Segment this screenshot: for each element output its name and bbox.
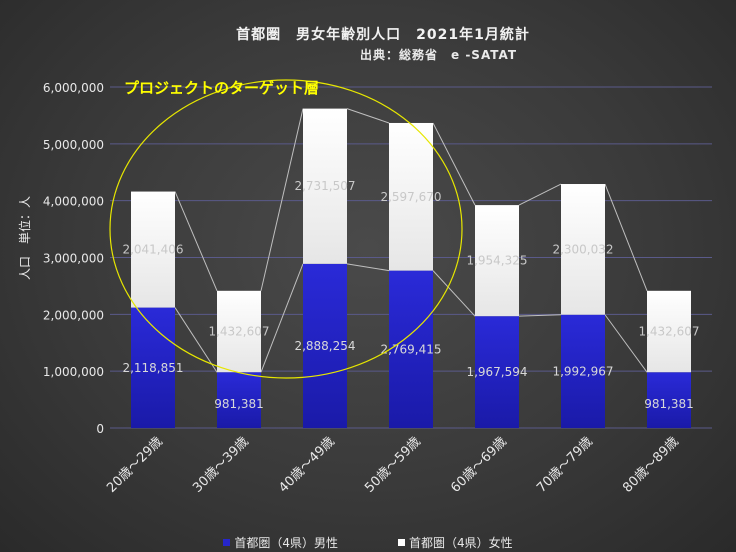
data-label-male: 981,381 <box>214 397 264 411</box>
target-annotation: プロジェクトのターゲット層 <box>124 79 320 97</box>
y-tick-label: 2,000,000 <box>43 308 104 322</box>
bar-female <box>561 184 605 315</box>
data-label-male: 2,118,851 <box>122 361 183 375</box>
chart-title-block: 首都圏 男女年齢別人口 2021年1月統計 出典：総務省 e -SATAT <box>0 24 736 62</box>
x-axis-ticks: 20歳～29歳 30歳～39歳 40歳～49歳 50歳～59歳 60歳～69歳 70歳～7… <box>104 434 682 496</box>
x-tick-label: 30歳～39歳 <box>190 434 252 496</box>
chart-title: 首都圏 男女年齢別人口 2021年1月統計 <box>236 27 530 43</box>
data-label-male: 2,888,254 <box>294 339 355 353</box>
bars <box>131 108 691 428</box>
data-label-female: 1,432,607 <box>638 325 699 339</box>
bar-male <box>131 307 175 428</box>
x-tick-label: 20歳～29歳 <box>104 434 166 496</box>
series-line-male <box>174 307 218 373</box>
chart-subtitle: 出典：総務省 e -SATAT <box>360 48 518 62</box>
series-line-female <box>260 108 304 291</box>
series-line-female <box>604 183 648 291</box>
x-tick-label: 50歳～59歳 <box>362 434 424 496</box>
legend-item-male: 首都圏（4県）男性 <box>223 534 338 551</box>
x-tick-label: 70歳～79歳 <box>534 434 596 496</box>
data-label-female: 2,041,406 <box>122 243 183 257</box>
bar-female <box>475 205 519 317</box>
y-axis-ticks: 0 1,000,000 2,000,000 3,000,000 4,000,000 5,0… <box>43 81 104 436</box>
y-axis-label: 人口 単位：人 <box>18 195 32 280</box>
bar-female <box>131 191 175 308</box>
series-line-female <box>174 191 218 291</box>
series-line-male <box>346 263 390 272</box>
legend-item-female: 首都圏（4県）女性 <box>398 534 513 551</box>
data-label-female: 2,731,507 <box>294 179 355 193</box>
data-label-female: 2,597,670 <box>380 190 441 204</box>
legend-swatch-male <box>223 539 231 546</box>
data-label-male: 1,992,967 <box>552 364 613 378</box>
series-connector-lines <box>174 108 648 373</box>
bar-male <box>475 316 519 428</box>
y-tick-label: 6,000,000 <box>43 81 104 95</box>
x-tick-label: 60歳～69歳 <box>448 434 510 496</box>
y-tick-label: 4,000,000 <box>43 195 104 209</box>
data-label-female: 1,432,607 <box>208 325 269 339</box>
target-group-ellipse <box>109 79 463 379</box>
bar-female <box>217 290 261 373</box>
bar-female <box>647 290 691 373</box>
bar-male <box>561 314 605 428</box>
bar-female <box>389 122 433 271</box>
series-line-male <box>260 263 304 373</box>
legend: 首都圏（4県）男性 首都圏（4県）女性 <box>0 534 736 551</box>
series-line-male <box>604 314 648 373</box>
bar-female <box>303 108 347 264</box>
y-tick-label: 3,000,000 <box>43 252 104 266</box>
legend-label-male: 首都圏（4県）男性 <box>234 536 338 550</box>
y-tick-label: 0 <box>96 422 104 436</box>
bar-male <box>217 372 261 428</box>
data-label-female: 1,954,325 <box>466 254 527 268</box>
x-tick-label: 40歳～49歳 <box>276 434 338 496</box>
bar-male <box>647 372 691 428</box>
series-line-male <box>432 270 476 317</box>
legend-label-female: 首都圏（4県）女性 <box>409 536 513 550</box>
series-line-female <box>346 108 390 124</box>
series-line-male <box>518 314 562 317</box>
data-label-female: 2,300,032 <box>552 242 613 256</box>
data-label-male: 981,381 <box>644 397 694 411</box>
data-labels: 2,118,851 2,041,406 981,381 1,432,607 2,888,… <box>122 179 699 411</box>
series-line-female <box>518 183 562 206</box>
bar-male <box>303 263 347 428</box>
x-tick-label: 80歳～89歳 <box>620 434 682 496</box>
y-tick-label: 1,000,000 <box>43 365 104 379</box>
y-tick-label: 5,000,000 <box>43 138 104 152</box>
data-label-male: 1,967,594 <box>466 365 527 379</box>
bar-male <box>389 270 433 428</box>
legend-swatch-female <box>398 539 405 546</box>
series-line-female <box>432 122 476 206</box>
